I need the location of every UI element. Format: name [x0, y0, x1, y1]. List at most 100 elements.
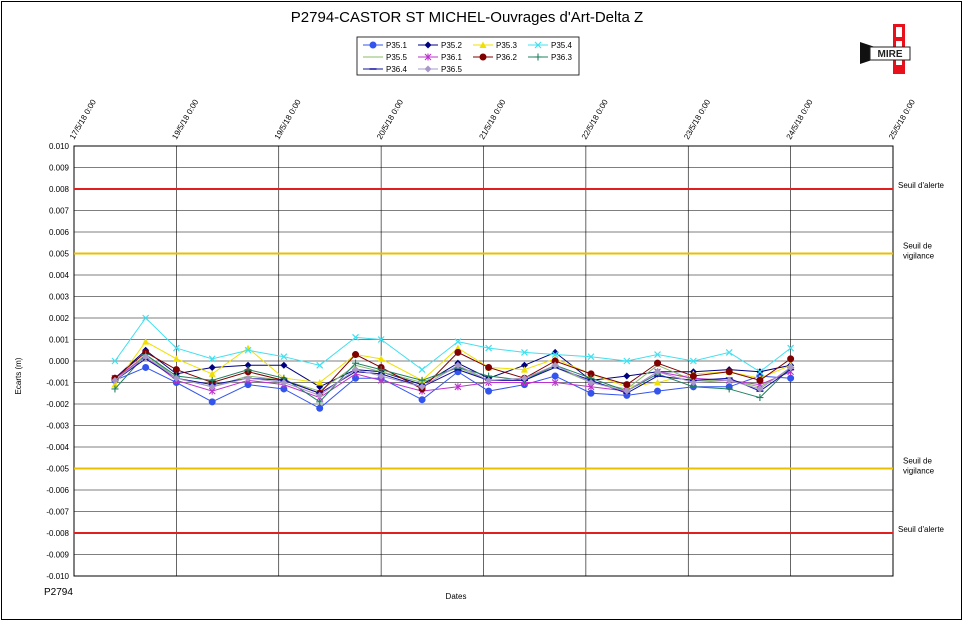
legend-entry: P36.3 — [528, 53, 572, 62]
data-point — [172, 344, 180, 352]
data-point — [142, 314, 150, 322]
legend-marker — [424, 41, 432, 49]
data-point — [756, 376, 764, 384]
series-line — [114, 317, 791, 373]
data-point — [208, 398, 216, 406]
data-point — [142, 363, 150, 371]
y-tick-label: -0.009 — [46, 551, 69, 560]
data-point — [111, 385, 119, 393]
legend-entry: P35.4 — [528, 41, 572, 50]
data-point — [587, 353, 595, 361]
y-tick-label: -0.001 — [46, 379, 69, 388]
threshold-label: Seuil d'alerte — [898, 525, 945, 534]
x-tick-label: 22/5/18 0:00 — [580, 97, 610, 141]
data-point — [352, 366, 360, 374]
legend-label: P36.4 — [386, 65, 407, 74]
data-point — [623, 357, 631, 365]
x-tick-label: 23/5/18 0:00 — [682, 97, 712, 141]
x-axis-label: Dates — [446, 592, 467, 601]
data-point — [654, 351, 661, 358]
mire-logo: MIRE — [860, 24, 911, 74]
y-tick-label: 0.000 — [49, 357, 70, 366]
data-point — [454, 338, 462, 346]
data-point — [142, 338, 150, 345]
series-P36.5 — [111, 353, 795, 399]
data-point — [485, 344, 493, 352]
legend-entry: P36.1 — [418, 53, 462, 62]
data-point — [208, 370, 216, 377]
data-point — [418, 366, 426, 374]
data-point — [520, 374, 528, 382]
data-point — [316, 391, 324, 399]
data-point — [418, 376, 426, 384]
data-point — [756, 385, 764, 393]
threshold-label: Seuil de vigilance — [903, 457, 935, 476]
legend-label: P36.2 — [496, 53, 517, 62]
data-point — [454, 361, 462, 369]
legend-entry: P36.2 — [473, 53, 517, 62]
legend-entry: P35.5 — [363, 53, 407, 62]
y-tick-label: 0.009 — [49, 164, 70, 173]
data-point — [418, 383, 426, 391]
data-point — [280, 361, 288, 369]
data-point — [654, 387, 662, 395]
data-point — [142, 353, 150, 361]
x-tick-label: 21/5/18 0:00 — [477, 97, 507, 141]
y-tick-label: 0.008 — [49, 185, 70, 194]
x-tick-label: 24/5/18 0:00 — [785, 97, 815, 141]
legend-marker — [424, 53, 432, 61]
data-point — [352, 333, 359, 341]
data-point — [244, 344, 252, 352]
y-tick-label: -0.007 — [46, 508, 69, 517]
data-point — [316, 404, 324, 412]
data-point — [172, 355, 180, 362]
data-point — [244, 374, 252, 382]
y-tick-label: 0.003 — [49, 293, 70, 302]
y-tick-label: 0.010 — [49, 142, 70, 151]
y-tick-label: 0.005 — [49, 250, 70, 259]
series-P35.1 — [111, 363, 795, 412]
legend: P35.1 P35.2 P35.3 P35.4 P35.5 P36.1 P36.2 P36.3… — [356, 36, 580, 76]
legend-entry: P35.1 — [363, 41, 407, 50]
data-point — [521, 348, 528, 356]
data-point — [520, 366, 528, 373]
y-tick-label: -0.008 — [46, 529, 69, 538]
data-point — [725, 348, 733, 356]
data-point — [208, 355, 216, 363]
series-line — [114, 356, 791, 399]
data-point — [208, 376, 216, 384]
threshold-label: Seuil de vigilance — [903, 242, 935, 261]
x-tick-label: 19/5/18 0:00 — [273, 97, 303, 141]
data-point — [756, 394, 764, 402]
footer-code: P2794 — [44, 587, 73, 598]
data-point — [352, 359, 360, 367]
data-point — [280, 353, 288, 361]
legend-label: P36.5 — [441, 65, 462, 74]
y-tick-label: -0.005 — [46, 465, 69, 474]
plot-area: 0.010 0.009 0.008 0.007 0.006 0.005 0.004 0.003… — [46, 97, 944, 581]
y-tick-label: -0.006 — [46, 486, 69, 495]
y-tick-label: -0.002 — [46, 400, 69, 409]
data-point — [787, 355, 795, 363]
data-point — [725, 385, 733, 393]
data-point — [551, 372, 559, 380]
data-point — [316, 361, 324, 369]
legend-marker — [479, 41, 487, 48]
data-point — [111, 376, 119, 384]
legend-label: P35.3 — [496, 41, 517, 50]
data-point — [756, 368, 764, 376]
chart-title: P2794-CASTOR ST MICHEL-Ouvrages d'Art-De… — [291, 9, 643, 26]
data-point — [689, 372, 697, 380]
y-tick-label: 0.004 — [49, 271, 70, 280]
data-point — [377, 355, 385, 362]
data-point — [485, 387, 493, 395]
data-point — [787, 363, 795, 371]
legend-label: P35.1 — [386, 41, 407, 50]
data-point — [689, 357, 697, 365]
legend-entry: P36.5 — [418, 65, 462, 74]
data-point — [551, 379, 559, 386]
data-point — [111, 357, 119, 365]
data-point — [454, 348, 462, 356]
